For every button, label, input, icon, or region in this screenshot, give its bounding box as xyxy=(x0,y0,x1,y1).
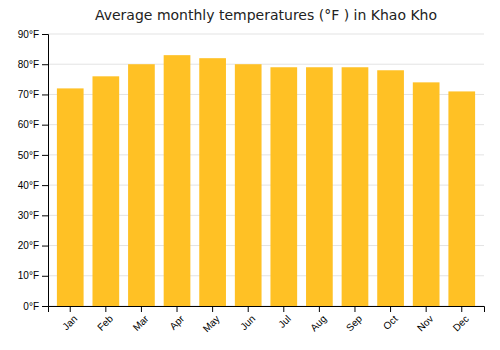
y-tick-mark xyxy=(42,276,48,277)
x-tick-mark xyxy=(177,306,178,312)
bar xyxy=(377,70,404,306)
grid-line xyxy=(48,34,484,35)
y-tick-label: 60°F xyxy=(18,119,39,130)
bar xyxy=(448,91,475,306)
x-tick: Jan xyxy=(60,306,79,332)
x-tick: Mar xyxy=(131,306,151,333)
y-tick-label: 20°F xyxy=(18,240,39,251)
bars xyxy=(57,55,475,306)
x-tick-mark xyxy=(319,306,320,312)
plot-area: 0°F 10°F 20°F 30°F 40°F 50°F 60°F 70°F 80°F 90°F J… xyxy=(18,29,485,335)
x-tick-label: Mar xyxy=(131,313,151,333)
y-tick-label: 50°F xyxy=(18,150,39,161)
x-axis: Jan Feb Mar Apr May Jun Jul Aug Sep Oct Nov Dec xyxy=(49,306,485,334)
y-tick-label: 70°F xyxy=(18,89,39,100)
x-tick-label: Jul xyxy=(276,313,293,330)
x-tick: Sep xyxy=(344,306,365,333)
bar xyxy=(199,58,226,306)
chart-container: Average monthly temperatures (°F ) in Kh… xyxy=(0,0,500,350)
y-tick-mark xyxy=(42,64,48,65)
y-tick-label: 0°F xyxy=(23,301,39,312)
y-tick-label: 80°F xyxy=(18,59,39,70)
x-tick-mark xyxy=(248,306,249,312)
y-tick: 50°F xyxy=(18,150,48,161)
x-tick-mark xyxy=(426,306,427,312)
y-tick: 90°F xyxy=(18,29,48,40)
x-tick-mark xyxy=(390,306,391,312)
grid xyxy=(48,34,484,306)
chart-title: Average monthly temperatures (°F ) in Kh… xyxy=(95,7,437,23)
x-tick-mark xyxy=(70,306,71,312)
x-tick-label: May xyxy=(201,313,222,334)
x-tick: Aug xyxy=(308,306,328,333)
x-tick: Jun xyxy=(238,306,257,332)
x-axis-line xyxy=(49,307,485,313)
x-tick-label: Aug xyxy=(308,313,328,333)
x-tick: Dec xyxy=(451,306,471,333)
bar xyxy=(342,67,369,306)
y-tick-mark xyxy=(42,185,48,186)
x-tick: Jul xyxy=(276,306,293,330)
y-tick-mark xyxy=(42,125,48,126)
bar xyxy=(128,64,155,306)
y-tick-mark xyxy=(42,34,48,35)
x-tick: Oct xyxy=(381,306,400,332)
bar xyxy=(57,88,84,306)
y-axis-line xyxy=(42,35,49,307)
x-tick: May xyxy=(201,306,222,334)
x-tick-label: Feb xyxy=(95,313,115,333)
x-tick: Apr xyxy=(167,306,186,332)
bar xyxy=(306,67,333,306)
y-tick-mark xyxy=(42,155,48,156)
y-tick-label: 90°F xyxy=(18,29,39,40)
x-tick: Feb xyxy=(95,306,115,333)
x-tick-mark xyxy=(354,306,355,312)
y-tick: 20°F xyxy=(18,240,48,251)
chart-svg: Average monthly temperatures (°F ) in Kh… xyxy=(0,0,500,350)
x-tick-label: Sep xyxy=(344,313,365,334)
x-tick-label: Nov xyxy=(415,313,435,333)
bar xyxy=(235,64,262,306)
x-tick-label: Jun xyxy=(238,313,257,332)
y-tick-label: 30°F xyxy=(18,210,39,221)
x-tick-label: Oct xyxy=(381,313,400,332)
y-tick: 40°F xyxy=(18,180,48,191)
y-tick: 60°F xyxy=(18,119,48,130)
y-tick-mark xyxy=(42,246,48,247)
x-tick-mark xyxy=(105,306,106,312)
y-tick-mark xyxy=(42,215,48,216)
bar xyxy=(164,55,191,306)
y-tick-mark xyxy=(42,306,48,307)
x-tick-label: Apr xyxy=(167,313,186,332)
bar xyxy=(270,67,297,306)
y-tick-label: 40°F xyxy=(18,180,39,191)
y-tick: 70°F xyxy=(18,89,48,100)
y-axis: 0°F 10°F 20°F 30°F 40°F 50°F 60°F 70°F 80°F 90°F xyxy=(18,29,49,312)
y-tick: 30°F xyxy=(18,210,48,221)
y-tick-mark xyxy=(42,94,48,95)
x-tick-mark xyxy=(212,306,213,312)
bar xyxy=(92,76,119,306)
y-tick-label: 10°F xyxy=(18,270,39,281)
x-tick-label: Dec xyxy=(451,313,471,333)
x-tick-mark xyxy=(141,306,142,312)
y-tick: 80°F xyxy=(18,59,48,70)
y-tick: 0°F xyxy=(23,301,48,312)
grid-line xyxy=(48,64,484,65)
bar xyxy=(413,82,440,306)
x-tick: Nov xyxy=(415,306,435,333)
x-tick-label: Jan xyxy=(60,313,79,332)
x-tick-mark xyxy=(283,306,284,312)
x-tick-mark xyxy=(461,306,462,312)
y-tick: 10°F xyxy=(18,270,48,281)
